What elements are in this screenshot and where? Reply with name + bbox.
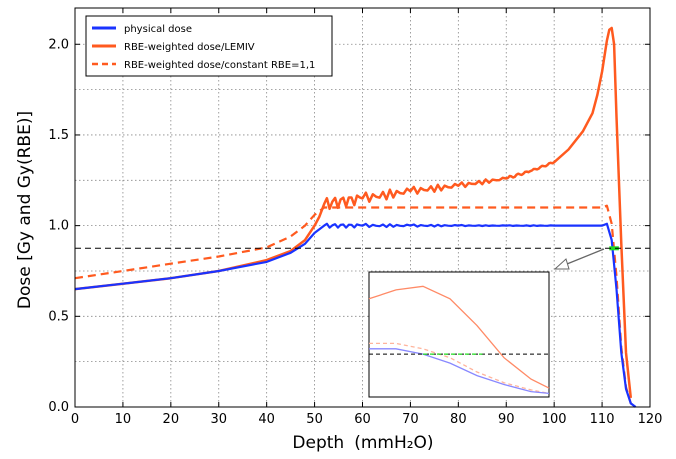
x-tick-label: 60	[354, 412, 371, 427]
legend: physical dose RBE-weighted dose/LEMIV RB…	[85, 15, 333, 77]
inset-series-1	[369, 342, 550, 395]
y-tick-label: 1.0	[48, 219, 69, 234]
zoom-inset	[368, 248, 605, 398]
series-line-1	[74, 26, 633, 399]
inset-series-0	[368, 285, 550, 389]
series-line-2	[74, 204, 637, 408]
x-tick-labels: 0 10 20 30 40 50 60 70 80 90 100 110 120	[71, 412, 663, 427]
x-tick-label: 90	[498, 412, 515, 427]
x-tick-label: 30	[210, 412, 227, 427]
x-tick-label: 20	[163, 412, 180, 427]
y-tick-labels: 0.0 0.5 1.0 1.5 2.0	[48, 37, 69, 415]
x-tick-label: 0	[71, 412, 79, 427]
y-tick-label: 1.5	[48, 128, 69, 143]
legend-label-constant-rbe: RBE-weighted dose/constant RBE=1,1	[124, 60, 315, 71]
legend-label-lemiv: RBE-weighted dose/LEMIV	[124, 42, 255, 53]
x-tick-label: 110	[590, 412, 615, 427]
inset-arrow	[561, 248, 605, 267]
legend-label-physical-dose: physical dose	[124, 24, 192, 35]
series-line-0	[74, 222, 637, 408]
y-tick-label: 0.5	[48, 309, 69, 324]
series-lines	[74, 26, 637, 408]
x-tick-label: 40	[258, 412, 275, 427]
inset-arrowhead	[553, 258, 570, 270]
x-tick-label: 10	[115, 412, 132, 427]
y-tick-label: 2.0	[48, 37, 69, 52]
inset-series-2	[369, 348, 550, 395]
x-tick-label: 50	[306, 412, 323, 427]
y-tick-label: 0.0	[48, 400, 69, 415]
inset-box	[368, 271, 550, 398]
legend-box	[85, 15, 333, 77]
plot-frame	[74, 7, 651, 408]
x-tick-label: 120	[638, 412, 663, 427]
x-tick-label: 80	[450, 412, 467, 427]
y-axis-title: Dose [Gy and Gy(RBE)]	[15, 111, 35, 309]
x-tick-label: 70	[402, 412, 419, 427]
x-tick-label: 100	[542, 412, 567, 427]
x-axis-title: Depth (mmH₂O)	[292, 433, 433, 453]
